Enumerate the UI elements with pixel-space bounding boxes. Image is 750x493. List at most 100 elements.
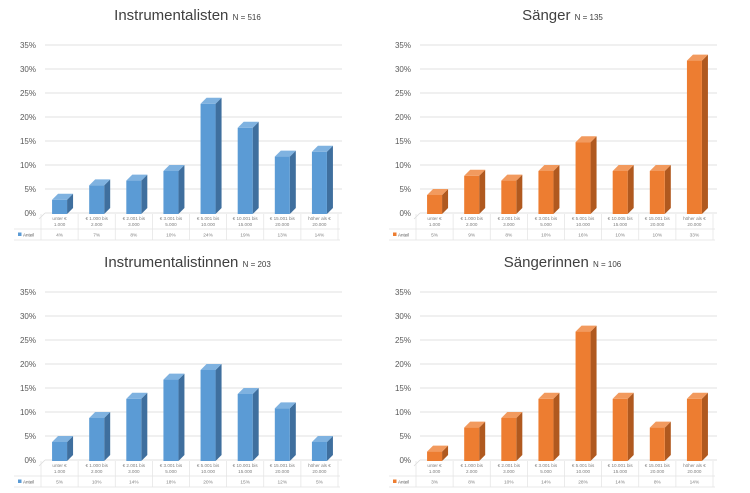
bar-top	[311, 436, 333, 442]
bar-front	[575, 331, 591, 461]
bar-top	[575, 325, 597, 332]
value-label: 13%	[278, 233, 288, 239]
bar-front	[427, 195, 443, 214]
bar-front	[311, 151, 327, 214]
bar-front	[686, 60, 702, 214]
category-label-line: 20.000	[275, 222, 289, 227]
bar-front	[126, 398, 142, 461]
y-tick-label: 10%	[395, 161, 411, 170]
category-label-line: 5.000	[540, 469, 552, 474]
bar-front	[237, 394, 253, 461]
category-label: € 15.001 bis 20.000	[645, 216, 671, 227]
category-label: unter €1.000	[52, 216, 67, 227]
bar-side	[141, 392, 148, 461]
category-label: unter €1.000	[427, 216, 442, 227]
category-label-line: 20.000	[312, 469, 326, 474]
bar-front	[427, 451, 443, 461]
legend-label: Anteil	[398, 233, 409, 238]
value-label: 14%	[315, 233, 325, 239]
category-label-line: 2.000	[91, 222, 103, 227]
y-tick-label: 5%	[399, 185, 411, 194]
bar-side	[215, 364, 222, 461]
category-label: € 3.001 bis 5.000	[535, 216, 558, 227]
chart-title: Instrumentalisten N = 516	[0, 7, 375, 24]
category-label-line: 1.000	[429, 469, 441, 474]
category-label: € 1.000 bis 2.000	[85, 463, 108, 474]
value-label: 8%	[505, 233, 513, 239]
chart-instrumentalistinnen: Instrumentalistinnen N = 203 0% 5% 10% 15% 2…	[0, 247, 375, 493]
bar-top	[200, 97, 222, 104]
bar-front	[464, 427, 480, 461]
chart-saengerinnen: Sängerinnen N = 106 0% 5% 10% 15% 20% 25% 30% 3…	[375, 247, 750, 493]
y-tick-label: 10%	[20, 408, 36, 417]
chart-saenger: Sänger N = 135 0% 5% 10% 15% 20% 25% 30% 35% Ant…	[375, 0, 750, 246]
value-label: 18%	[166, 480, 176, 486]
bar-side	[590, 325, 597, 461]
category-label-line: € 3.001 bis	[535, 216, 558, 221]
category-label-line: € 10.001 bis	[233, 216, 259, 221]
category-label-line: 10.000	[201, 469, 215, 474]
category-label: € 10.005 bis 15.000	[608, 216, 634, 227]
bar	[200, 97, 222, 214]
value-label: 28%	[578, 480, 588, 486]
value-label: 12%	[278, 480, 288, 486]
legend-label: Anteil	[23, 233, 34, 238]
category-label-line: 20.000	[687, 469, 701, 474]
bar-top	[52, 436, 74, 442]
bar-top	[612, 165, 634, 171]
bar-top	[237, 388, 259, 394]
bar	[501, 412, 523, 461]
category-label-line: 1.000	[54, 222, 66, 227]
bar-top	[464, 169, 486, 176]
bar-side	[252, 388, 259, 461]
value-label: 8%	[468, 480, 476, 486]
category-label-line: € 2.001 bis	[123, 216, 146, 221]
bar-top	[575, 136, 597, 143]
category-label-line: 15.000	[238, 222, 252, 227]
chart-title: Sängerinnen N = 106	[375, 254, 750, 271]
legend-swatch	[18, 479, 22, 483]
bar	[274, 150, 296, 214]
bar	[52, 436, 74, 461]
floor-edge	[413, 459, 421, 467]
bar	[575, 325, 597, 461]
bar	[237, 121, 259, 214]
bar-side	[326, 145, 333, 214]
bar	[575, 136, 597, 214]
category-label-line: unter €	[52, 463, 67, 468]
category-label-line: 5.000	[165, 222, 177, 227]
category-label: € 5.001 bis 10.000	[197, 216, 220, 227]
bar	[612, 165, 634, 214]
category-label: höher als €20.000	[683, 216, 706, 227]
bar-side	[479, 169, 486, 214]
category-label: € 1.000 bis 2.000	[85, 216, 108, 227]
value-label: 10%	[615, 233, 625, 239]
bar-side	[627, 392, 634, 461]
bar-side	[289, 402, 296, 461]
title-text: Sänger	[522, 7, 571, 24]
category-label-line: € 2.001 bis	[123, 463, 146, 468]
bar-side	[178, 165, 185, 214]
category-label-line: € 3.001 bis	[535, 463, 558, 468]
bar	[52, 193, 74, 214]
category-label-line: € 15.001 bis	[645, 463, 671, 468]
bar-front	[649, 171, 665, 214]
y-tick-label: 10%	[20, 161, 36, 170]
bar-front	[274, 408, 290, 461]
bar-side	[141, 174, 148, 214]
floor-edge	[38, 212, 46, 220]
category-label: € 15.001 bis 20.000	[270, 463, 296, 474]
category-label-line: € 10.001 bis	[608, 463, 634, 468]
category-label-line: 20.000	[687, 222, 701, 227]
bar-front	[575, 142, 591, 214]
bar-side	[627, 165, 634, 214]
bar-top	[501, 412, 523, 418]
bar-top	[311, 145, 333, 152]
category-label-line: 5.000	[165, 469, 177, 474]
bar	[501, 174, 523, 214]
bar-side	[67, 436, 74, 461]
chart-svg: 0% 5% 10% 15% 20% 25% 30% 35% Anteil unter €1.000…	[14, 288, 342, 488]
y-tick-label: 20%	[395, 113, 411, 122]
bar	[686, 392, 708, 461]
